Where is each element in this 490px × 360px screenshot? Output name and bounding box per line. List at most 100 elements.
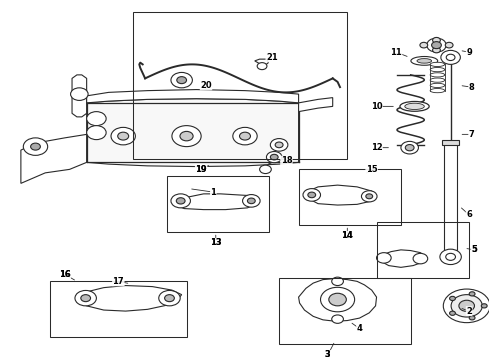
Text: 21: 21 xyxy=(266,53,278,62)
Text: 15: 15 xyxy=(366,165,378,174)
Text: 19: 19 xyxy=(196,165,207,174)
Circle shape xyxy=(172,126,201,147)
Circle shape xyxy=(329,293,346,306)
Circle shape xyxy=(247,198,255,204)
Circle shape xyxy=(446,54,455,60)
Ellipse shape xyxy=(430,73,445,77)
Circle shape xyxy=(159,291,180,306)
Text: 3: 3 xyxy=(325,350,331,359)
Ellipse shape xyxy=(417,59,432,63)
Circle shape xyxy=(427,38,446,52)
Ellipse shape xyxy=(430,89,445,93)
Circle shape xyxy=(270,154,278,160)
Circle shape xyxy=(446,253,456,260)
Text: 5: 5 xyxy=(471,246,477,255)
Polygon shape xyxy=(176,194,257,210)
Circle shape xyxy=(413,253,428,264)
Bar xyxy=(279,278,411,345)
Ellipse shape xyxy=(411,57,438,65)
Polygon shape xyxy=(306,185,375,205)
Text: 11: 11 xyxy=(390,48,402,57)
Ellipse shape xyxy=(430,83,445,87)
Bar xyxy=(298,169,401,225)
Text: 17: 17 xyxy=(113,277,124,286)
Text: 13: 13 xyxy=(210,238,221,247)
Polygon shape xyxy=(298,279,376,321)
Polygon shape xyxy=(87,99,298,167)
Polygon shape xyxy=(77,285,182,311)
Text: 20: 20 xyxy=(200,81,212,90)
Circle shape xyxy=(332,315,343,323)
Text: 13: 13 xyxy=(210,238,221,247)
Text: 4: 4 xyxy=(357,324,363,333)
Circle shape xyxy=(405,144,414,151)
Text: 6: 6 xyxy=(466,210,472,219)
Circle shape xyxy=(87,126,106,140)
Circle shape xyxy=(445,42,453,48)
Circle shape xyxy=(443,289,490,323)
Circle shape xyxy=(171,194,191,208)
Circle shape xyxy=(87,112,106,126)
Circle shape xyxy=(30,143,40,150)
Circle shape xyxy=(320,287,355,312)
Circle shape xyxy=(441,50,460,64)
Bar xyxy=(167,176,270,232)
Circle shape xyxy=(176,198,185,204)
Circle shape xyxy=(233,127,257,145)
Ellipse shape xyxy=(430,62,445,67)
Ellipse shape xyxy=(430,68,445,72)
Polygon shape xyxy=(380,250,425,267)
Circle shape xyxy=(376,253,391,263)
Circle shape xyxy=(270,139,288,151)
Circle shape xyxy=(433,37,441,43)
Circle shape xyxy=(469,316,475,320)
Text: 7: 7 xyxy=(468,130,474,139)
Circle shape xyxy=(240,132,250,140)
Circle shape xyxy=(171,72,193,88)
Circle shape xyxy=(165,294,174,302)
Polygon shape xyxy=(298,98,333,112)
Ellipse shape xyxy=(405,103,424,109)
Circle shape xyxy=(257,63,267,69)
Circle shape xyxy=(243,194,260,207)
Text: 9: 9 xyxy=(466,48,472,57)
Circle shape xyxy=(432,42,441,49)
Text: 2: 2 xyxy=(466,307,472,316)
Polygon shape xyxy=(21,134,87,183)
Circle shape xyxy=(433,47,441,53)
Circle shape xyxy=(267,152,282,163)
Text: 18: 18 xyxy=(281,156,292,165)
Circle shape xyxy=(469,292,475,296)
Circle shape xyxy=(24,138,48,156)
Circle shape xyxy=(111,127,135,145)
Text: 14: 14 xyxy=(342,231,353,240)
Circle shape xyxy=(449,311,455,315)
Circle shape xyxy=(332,277,343,285)
Bar xyxy=(442,140,459,145)
Text: 19: 19 xyxy=(196,165,207,174)
Text: 16: 16 xyxy=(59,270,71,279)
Bar xyxy=(50,282,187,337)
Circle shape xyxy=(118,132,129,140)
Circle shape xyxy=(451,294,482,317)
Circle shape xyxy=(303,189,320,201)
Text: 14: 14 xyxy=(342,231,353,240)
Circle shape xyxy=(81,294,91,302)
Polygon shape xyxy=(72,75,87,117)
Ellipse shape xyxy=(400,102,429,111)
Circle shape xyxy=(440,249,461,265)
Circle shape xyxy=(75,291,97,306)
Circle shape xyxy=(401,141,418,154)
Circle shape xyxy=(71,88,88,100)
Text: 12: 12 xyxy=(370,143,382,152)
Ellipse shape xyxy=(430,78,445,82)
Circle shape xyxy=(180,131,193,141)
Text: 8: 8 xyxy=(468,83,474,92)
Polygon shape xyxy=(255,59,269,65)
Circle shape xyxy=(420,42,428,48)
Text: 1: 1 xyxy=(210,188,216,197)
Text: 3: 3 xyxy=(325,350,331,359)
Circle shape xyxy=(260,165,271,174)
Circle shape xyxy=(177,77,187,84)
Circle shape xyxy=(481,304,487,308)
